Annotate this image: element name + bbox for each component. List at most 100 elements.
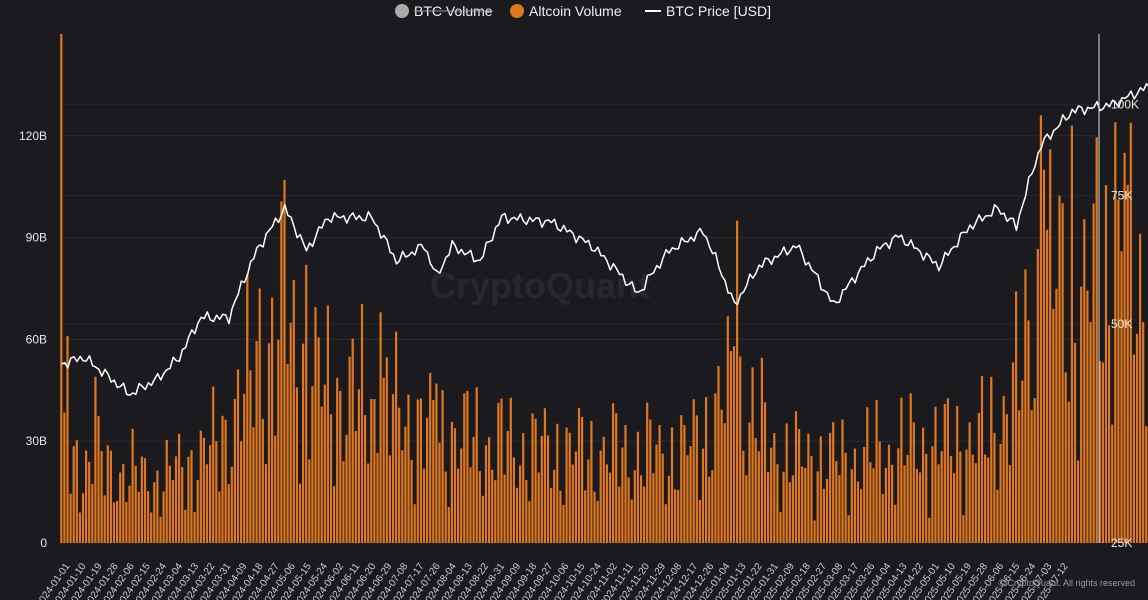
altcoin-volume-bar	[224, 419, 227, 543]
altcoin-volume-bar	[922, 427, 925, 543]
altcoin-volume-bar	[1036, 248, 1039, 544]
altcoin-volume-bar	[227, 484, 230, 543]
altcoin-volume-bar	[745, 475, 748, 543]
left-axis-tick-label: 30B	[26, 434, 47, 448]
altcoin-volume-bar	[320, 406, 323, 543]
altcoin-volume-bar	[91, 484, 94, 543]
altcoin-volume-bar	[736, 220, 739, 543]
altcoin-volume-bar	[618, 486, 621, 543]
altcoin-volume-bar	[912, 422, 915, 543]
altcoin-volume-bar	[305, 264, 308, 543]
altcoin-volume-bar	[788, 482, 791, 543]
altcoin-volume-bar	[463, 393, 466, 543]
altcoin-volume-bar	[863, 446, 866, 543]
altcoin-volume-bar	[364, 415, 367, 543]
altcoin-volume-bar	[596, 500, 599, 543]
altcoin-volume-bar	[174, 456, 178, 543]
altcoin-volume-bar	[339, 390, 342, 543]
altcoin-volume-bar	[714, 393, 717, 543]
altcoin-volume-bar	[329, 414, 333, 543]
altcoin-volume-bar	[519, 465, 522, 543]
altcoin-volume-bar	[692, 399, 695, 543]
altcoin-volume-bar	[240, 441, 243, 543]
altcoin-volume-bar	[488, 437, 491, 543]
altcoin-volume-bar	[438, 442, 441, 543]
altcoin-volume-bar	[729, 351, 732, 543]
altcoin-volume-bar	[900, 397, 903, 543]
altcoin-volume-bar	[357, 389, 360, 543]
altcoin-volume-bar	[934, 406, 937, 543]
altcoin-volume-bar	[1055, 288, 1058, 543]
altcoin-volume-bar	[556, 423, 559, 543]
altcoin-volume-bar	[162, 491, 165, 543]
altcoin-volume-bar	[860, 489, 863, 543]
altcoin-volume-bar	[801, 466, 804, 543]
altcoin-volume-bar	[906, 454, 909, 543]
altcoin-volume-bar	[903, 465, 906, 543]
legend-item[interactable]: Altcoin Volume	[510, 3, 622, 19]
altcoin-volume-bar	[243, 393, 246, 543]
altcoin-volume-bar	[937, 464, 940, 543]
altcoin-volume-bar	[171, 480, 174, 543]
altcoin-volume-bar	[88, 461, 91, 543]
altcoin-volume-bar	[342, 461, 345, 543]
legend-marker	[510, 4, 524, 18]
altcoin-volume-bar	[844, 452, 847, 543]
altcoin-volume-bar	[819, 436, 822, 543]
altcoin-volume-bar	[605, 464, 608, 543]
legend-item[interactable]: BTC Price [USD]	[645, 3, 771, 19]
altcoin-volume-bar	[1077, 460, 1080, 543]
altcoin-volume-bar	[249, 370, 252, 543]
altcoin-volume-bar	[112, 502, 116, 543]
altcoin-volume-bar	[621, 447, 624, 543]
altcoin-volume-bar	[512, 457, 515, 543]
altcoin-volume-bar	[584, 490, 587, 543]
altcoin-volume-bar	[804, 468, 807, 543]
altcoin-volume-bar	[212, 386, 215, 543]
altcoin-volume-bar	[432, 399, 435, 543]
altcoin-volume-bar	[1135, 333, 1139, 543]
altcoin-volume-bar	[258, 288, 261, 543]
altcoin-volume-bar	[1108, 325, 1111, 543]
altcoin-volume-bar	[1002, 396, 1005, 543]
altcoin-volume-bar	[816, 471, 819, 543]
altcoin-volume-bar	[667, 475, 670, 543]
altcoin-volume-bar	[965, 449, 968, 543]
altcoin-volume-bar	[295, 387, 298, 543]
altcoin-volume-bar	[949, 456, 953, 543]
altcoin-volume-bar	[453, 428, 457, 543]
altcoin-volume-bar	[469, 467, 472, 543]
altcoin-volume-bar	[416, 399, 419, 543]
altcoin-volume-bar	[475, 387, 478, 543]
altcoin-volume-bar	[193, 512, 196, 543]
altcoin-volume-bar	[407, 394, 410, 543]
altcoin-volume-bar	[546, 435, 550, 543]
altcoin-volume-bar	[794, 411, 798, 543]
altcoin-volume-bar	[571, 464, 574, 543]
altcoin-volume-bar	[959, 451, 962, 543]
altcoin-volume-bar	[928, 517, 931, 543]
altcoin-volume-bar	[66, 336, 69, 543]
altcoin-volume-bar	[1024, 269, 1027, 543]
altcoin-volume-bars	[60, 34, 1148, 544]
altcoin-volume-bar	[116, 501, 119, 543]
altcoin-volume-bar	[1132, 354, 1135, 543]
btc-price-line-group	[61, 82, 1148, 396]
altcoin-volume-bar	[695, 415, 698, 543]
altcoin-volume-bar	[593, 491, 596, 543]
altcoin-volume-bar	[525, 480, 528, 543]
altcoin-volume-bar	[503, 474, 506, 543]
altcoin-volume-bar	[565, 427, 568, 543]
altcoin-volume-bar	[782, 471, 785, 543]
altcoin-volume-bar	[1117, 199, 1120, 543]
altcoin-volume-bar	[143, 458, 147, 543]
altcoin-volume-bar	[540, 435, 543, 543]
altcoin-volume-bar	[739, 356, 742, 543]
altcoin-volume-bar	[608, 472, 612, 543]
legend-item[interactable]: BTC Volume	[395, 3, 493, 19]
altcoin-volume-bar	[915, 469, 918, 543]
altcoin-volume-bar	[853, 448, 856, 543]
left-axis-tick-label: 120B	[19, 129, 47, 143]
